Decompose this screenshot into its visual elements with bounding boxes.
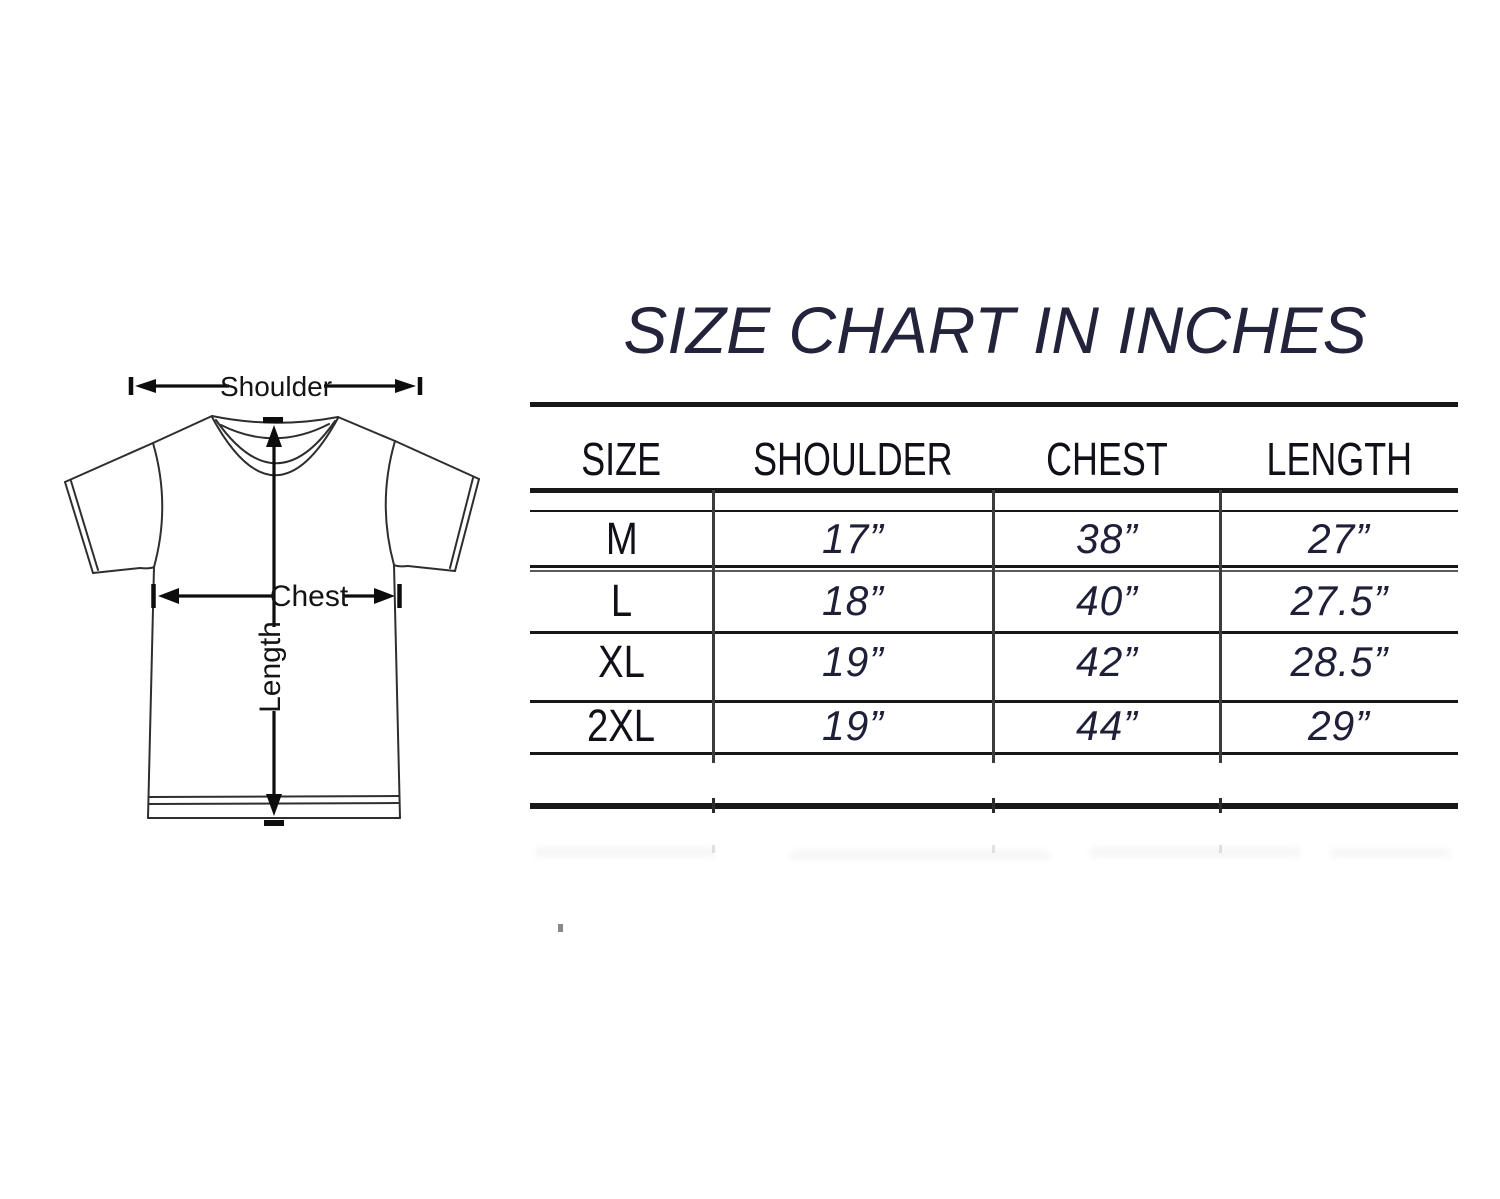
page-title-text: SIZE CHART IN INCHES — [623, 293, 1367, 367]
collar-rib-line — [215, 419, 336, 465]
chest-value-cell: 42” — [1075, 638, 1138, 685]
shoulder-arrowhead-right — [395, 379, 416, 393]
length-value-cell: 28.5” — [1290, 638, 1388, 685]
body-left-edge — [147, 566, 155, 819]
right-underarm — [393, 564, 409, 568]
column-header-chest: CHEST — [1045, 433, 1168, 485]
scan-artifact — [790, 850, 1050, 860]
length-value-cell: 27” — [1308, 514, 1370, 562]
measure-labels: Shoulder Chest Length — [220, 371, 349, 713]
shoulder-value-cell: 19” — [822, 702, 884, 749]
left-shoulder-seam — [152, 415, 213, 444]
length-label: Length — [254, 621, 287, 713]
scan-artifact — [535, 846, 715, 858]
shoulder-value-cell: 17” — [822, 514, 884, 562]
left-underarm — [139, 566, 155, 570]
length-value-cell: 27.5” — [1290, 577, 1388, 624]
scan-artifact — [1330, 848, 1450, 858]
length-top-bar — [263, 417, 283, 423]
right-sleeve-hem-line — [449, 477, 474, 569]
right-cuff-opening — [407, 565, 456, 572]
right-sleeve-top — [394, 440, 480, 480]
divider-tick — [712, 798, 715, 813]
body-right-edge — [393, 564, 401, 819]
left-sleeve-outer — [64, 481, 94, 574]
chest-value-cell: 40” — [1075, 577, 1138, 624]
chest-arrowhead-left — [158, 588, 179, 604]
tshirt-diagram: Shoulder Chest Length — [64, 371, 480, 826]
page-title: SIZE CHART IN INCHES — [530, 292, 1460, 368]
length-arrowhead-up — [266, 425, 282, 447]
scan-artifact — [712, 845, 715, 853]
tshirt-outline — [64, 415, 480, 819]
length-arrowhead-down — [266, 794, 282, 816]
size-label-cell: L — [610, 575, 633, 626]
shoulder-arrowhead-left — [135, 379, 156, 393]
divider-tick — [992, 798, 995, 813]
left-cuff-opening — [92, 567, 141, 574]
column-header-size: SIZE — [581, 433, 662, 485]
column-divider — [992, 490, 995, 763]
scan-artifact — [1219, 845, 1222, 853]
speck-artifact — [558, 924, 563, 932]
size-label-cell: 2XL — [587, 700, 656, 751]
chest-value-cell: 38” — [1075, 514, 1138, 562]
shoulder-label: Shoulder — [220, 371, 332, 402]
column-header-shoulder: SHOULDER — [753, 433, 953, 485]
scan-artifact — [992, 845, 995, 853]
chest-label: Chest — [270, 580, 349, 613]
table-rule-top — [530, 402, 1458, 407]
chest-value-cell: 44” — [1075, 702, 1138, 749]
left-armhole — [152, 442, 164, 568]
right-armhole — [384, 440, 396, 566]
shoulder-value-cell: 18” — [822, 577, 884, 624]
divider-tick — [1219, 798, 1222, 813]
left-sleeve-top — [64, 442, 154, 483]
column-header-length: LENGTH — [1266, 433, 1412, 485]
measure-arrows — [128, 377, 423, 826]
size-label-cell: M — [605, 512, 638, 564]
shoulder-value-cell: 19” — [822, 638, 884, 685]
length-value-cell: 29” — [1308, 702, 1370, 749]
column-divider — [712, 490, 715, 763]
length-bottom-bar — [264, 820, 284, 826]
left-sleeve-hem-line — [70, 480, 99, 571]
right-shoulder-seam — [337, 416, 396, 442]
right-sleeve-outer — [454, 478, 480, 572]
column-divider — [1219, 490, 1222, 763]
size-label-cell: XL — [598, 636, 645, 687]
scan-artifact — [1090, 846, 1300, 858]
chest-arrowhead-right — [374, 588, 395, 604]
